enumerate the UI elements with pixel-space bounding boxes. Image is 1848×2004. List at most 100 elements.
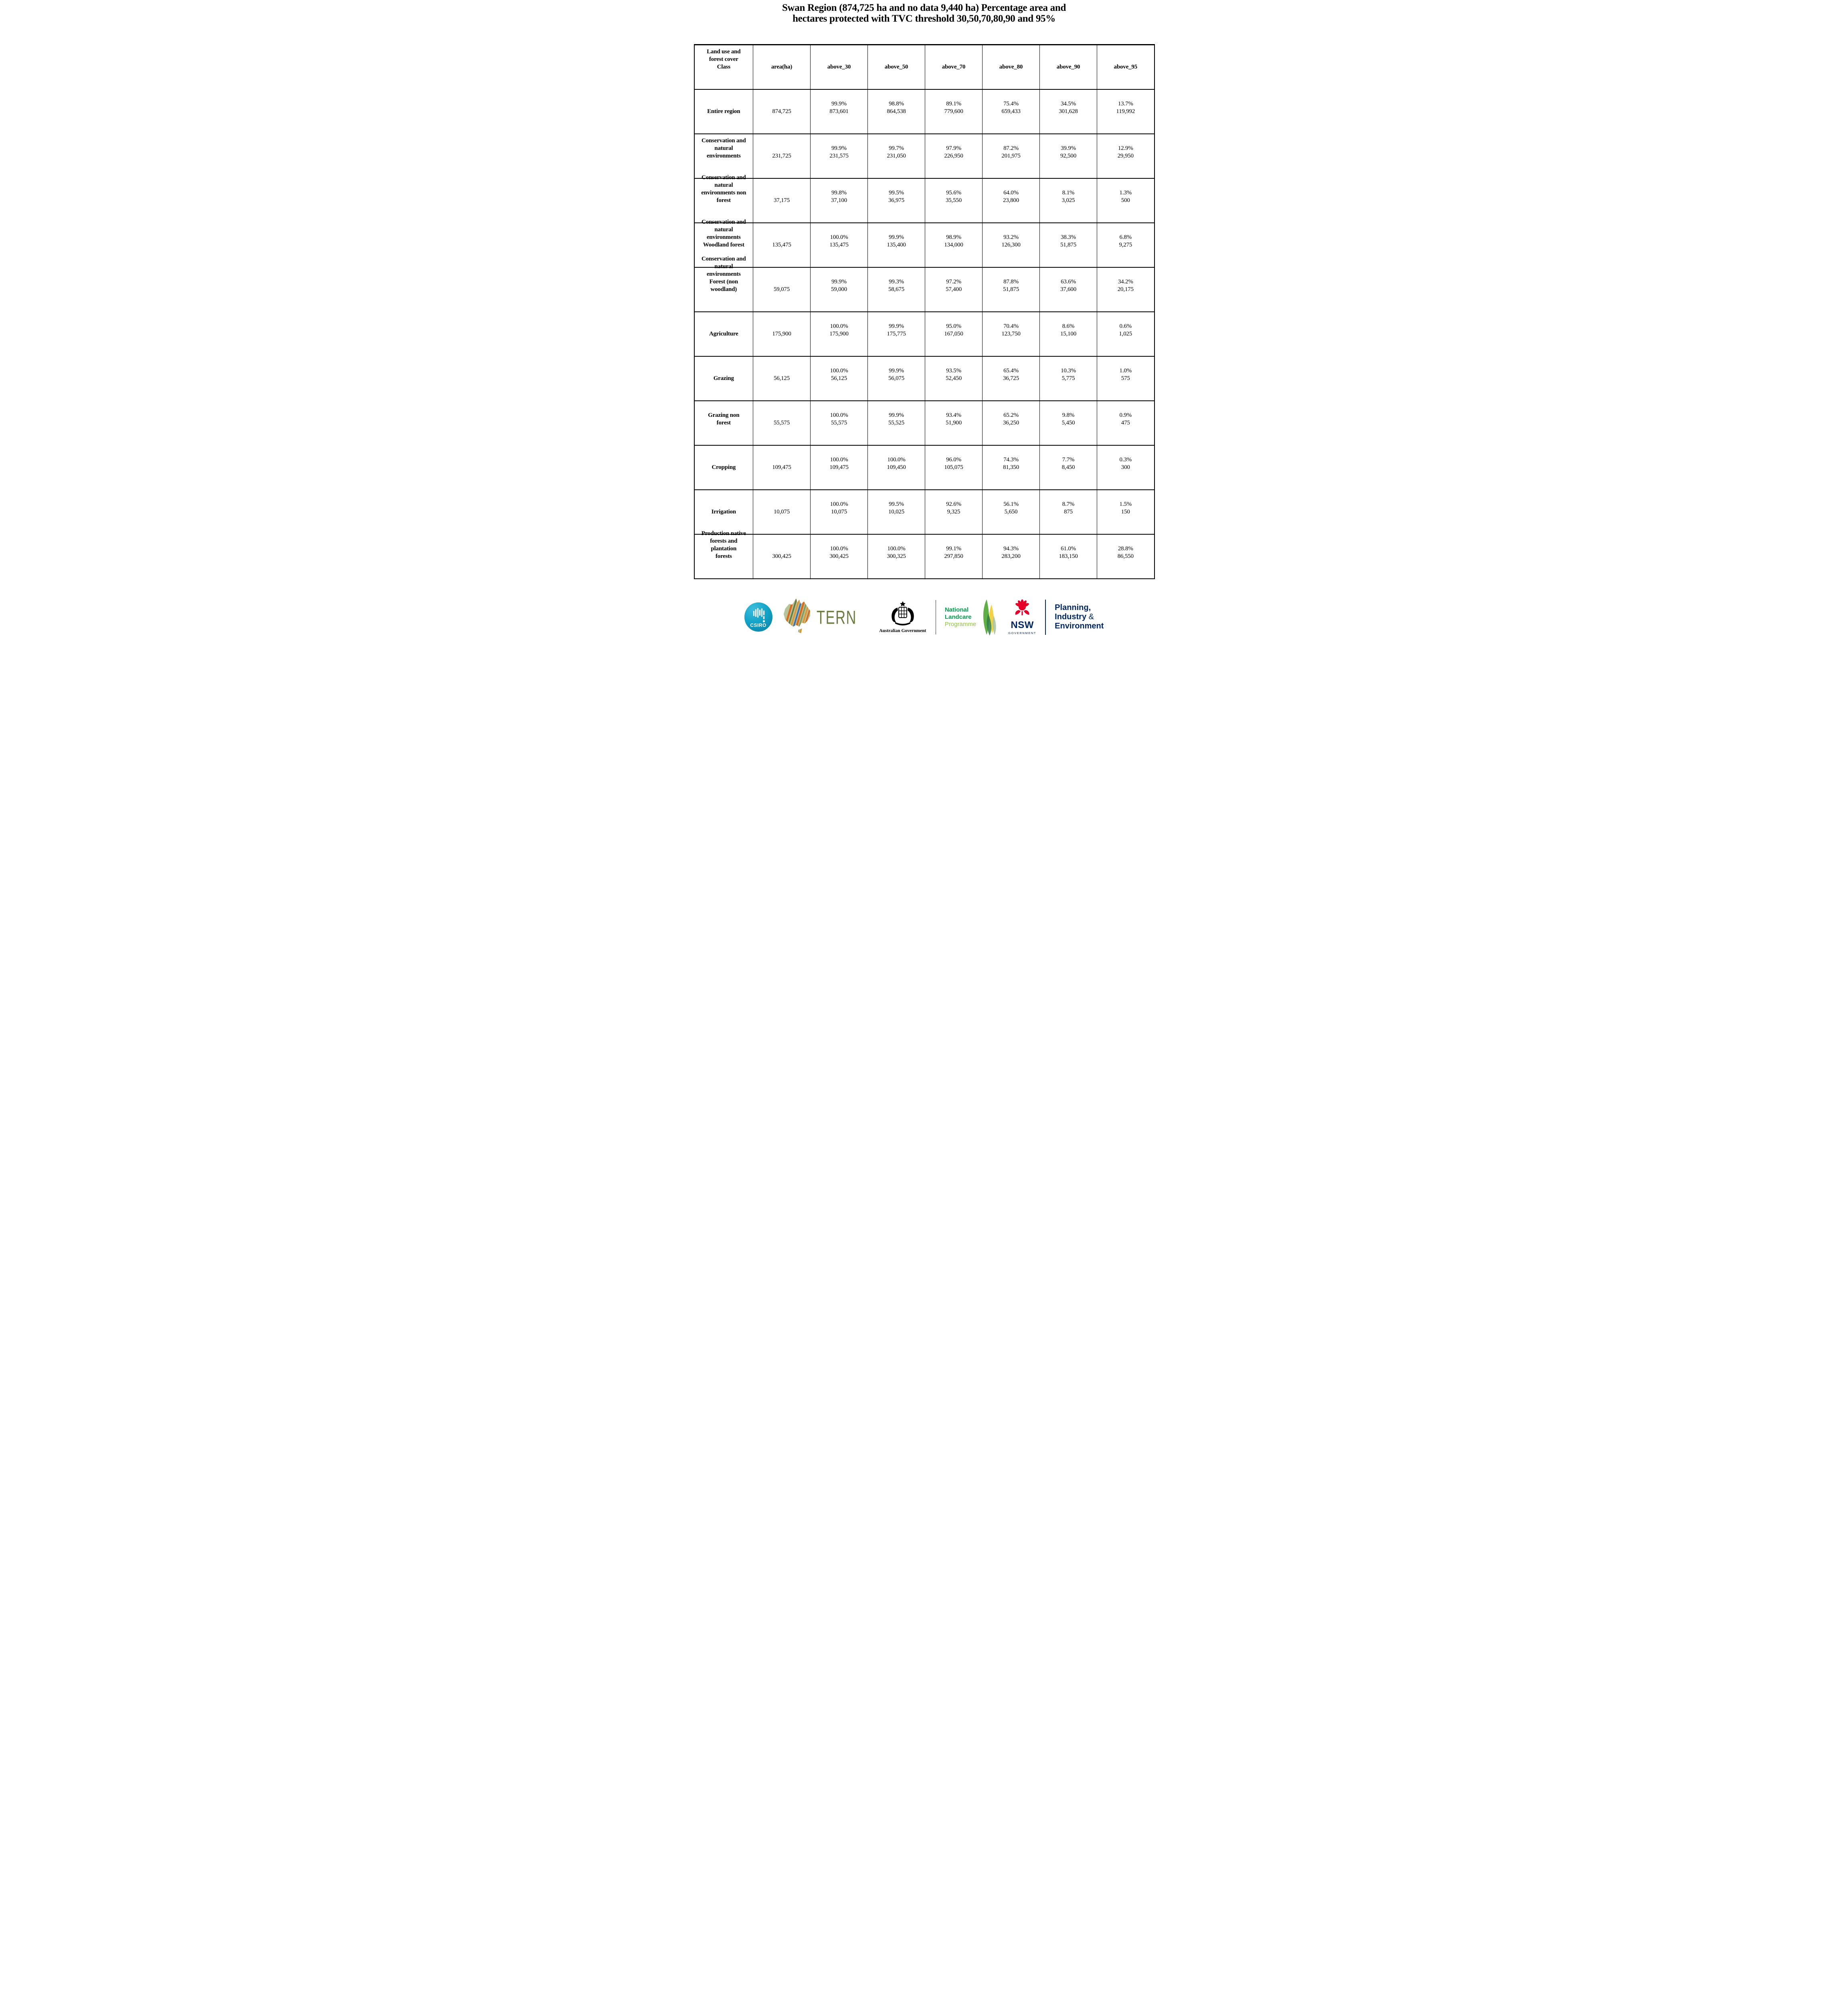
data-cell-threshold-1: 100.0% 109,450 [867, 444, 925, 490]
cell-text: 99.9% 135,400 [887, 234, 906, 248]
cell-text: 96.0% 105,075 [944, 456, 963, 471]
data-cell-threshold-3: 94.3% 283,200 [982, 533, 1040, 579]
row-label-cell: Agriculture [694, 311, 753, 356]
area-cell: 59,075 [753, 267, 811, 312]
header-cell-7: above_95 [1097, 44, 1154, 89]
table-row-2: Conservation and natural environments non f… [694, 174, 1154, 223]
cell-text: Entire region [707, 108, 740, 115]
cell-text: 99.9% 59,000 [831, 278, 847, 293]
cell-text: 99.9% 231,575 [829, 145, 849, 159]
data-cell-threshold-3: 65.2% 36,250 [982, 400, 1040, 445]
cell-text: 1.5% 150 [1119, 501, 1132, 515]
cell-text: 99.8% 37,100 [831, 189, 847, 204]
data-cell-threshold-4: 7.7% 8,450 [1039, 444, 1097, 490]
header-cell-6: above_90 [1039, 44, 1097, 89]
data-cell-threshold-3: 93.2% 126,300 [982, 222, 1040, 267]
cell-text: 93.5% 52,450 [945, 367, 962, 382]
csiro-icon: CSIRO [744, 602, 772, 632]
cell-text: 99.5% 36,975 [888, 189, 905, 204]
cell-text: 1.0% 575 [1119, 367, 1132, 382]
cell-text: 38.3% 51,875 [1060, 234, 1077, 248]
data-cell-threshold-4: 38.3% 51,875 [1039, 222, 1097, 267]
data-cell-threshold-2: 89.1% 779,600 [925, 89, 983, 134]
header-cell-3: above_50 [867, 44, 925, 89]
cell-text: 56.1% 5,650 [1003, 501, 1019, 515]
cell-text: above_80 [999, 63, 1023, 70]
cell-text: 65.4% 36,725 [1003, 367, 1019, 382]
cell-text: 99.9% 56,075 [888, 367, 905, 382]
cell-text: Cropping [712, 464, 736, 471]
data-cell-threshold-2: 99.1% 297,850 [925, 533, 983, 579]
cell-text: 99.7% 231,050 [887, 145, 906, 159]
cell-text: 93.4% 51,900 [945, 412, 962, 426]
landcare-label-line3: Programme [944, 620, 977, 628]
cell-text: 99.3% 58,675 [888, 278, 905, 293]
data-cell-threshold-2: 98.9% 134,000 [925, 222, 983, 267]
table-row-6: Grazing 56,125 100.0% 56,125 99.9% 56,075 93.5… [694, 356, 1154, 401]
cell-text: 6.8% 9,275 [1119, 234, 1132, 248]
header-cell-1: area(ha) [753, 44, 811, 89]
data-cell-threshold-2: 97.9% 226,950 [925, 133, 983, 178]
cell-text: 97.9% 226,950 [944, 145, 963, 159]
cell-text: Production native forests and plantation fo… [701, 530, 746, 560]
cell-text: 10,075 [773, 508, 790, 515]
cell-text: above_50 [884, 63, 908, 70]
cell-text: 8.7% 875 [1062, 501, 1075, 515]
cell-text: 63.6% 37,600 [1060, 278, 1077, 293]
cell-text: 100.0% 109,475 [829, 456, 849, 471]
cell-text: 135,475 [772, 241, 791, 248]
cell-text: 8.6% 15,100 [1060, 323, 1077, 337]
data-cell-threshold-1: 99.9% 135,400 [867, 222, 925, 267]
cell-text: Irrigation [711, 508, 736, 515]
data-cell-threshold-3: 75.4% 659,433 [982, 89, 1040, 134]
cell-text: 100.0% 135,475 [829, 234, 849, 248]
area-cell: 175,900 [753, 311, 811, 356]
landcare-label-line1: National [944, 606, 968, 613]
table-row-1: Conservation and natural environments 231,7… [694, 133, 1154, 178]
data-cell-threshold-5: 1.0% 575 [1097, 356, 1154, 401]
data-cell-threshold-5: 34.2% 20,175 [1097, 267, 1154, 312]
data-cell-threshold-4: 8.6% 15,100 [1039, 311, 1097, 356]
data-cell-threshold-5: 1.3% 500 [1097, 178, 1154, 223]
data-cell-threshold-4: 39.9% 92,500 [1039, 133, 1097, 178]
data-cell-threshold-0: 99.9% 873,601 [810, 89, 868, 134]
table-row-5: Agriculture 175,900 100.0% 175,900 99.9% 175,… [694, 311, 1154, 356]
cell-text: 99.1% 297,850 [944, 545, 963, 560]
tvc-protection-table: Land use and forest cover Class area(ha) abo… [694, 44, 1155, 579]
waratah-icon [1015, 599, 1029, 615]
cell-text: 100.0% 55,575 [830, 412, 848, 426]
row-label-cell: Grazing non forest [694, 400, 753, 445]
cell-text: Conservation and natural environments [701, 137, 746, 159]
cell-text: 95.6% 35,550 [945, 189, 962, 204]
data-cell-threshold-2: 92.6% 9,325 [925, 489, 983, 534]
cell-text: Conservation and natural environments Woodl… [701, 218, 746, 248]
header-cell-4: above_70 [925, 44, 983, 89]
data-cell-threshold-2: 97.2% 57,400 [925, 267, 983, 312]
tern-australia-map-icon [783, 598, 810, 633]
data-cell-threshold-1: 99.7% 231,050 [867, 133, 925, 178]
nsw-label: NSW [1011, 620, 1034, 630]
cell-text: 0.3% 300 [1119, 456, 1132, 471]
cell-text: 89.1% 779,600 [944, 100, 963, 115]
data-cell-threshold-0: 100.0% 300,425 [810, 533, 868, 579]
cell-text: 99.5% 10,025 [888, 501, 905, 515]
cell-text: 97.2% 57,400 [945, 278, 962, 293]
row-label-cell: Conservation and natural environments [694, 133, 753, 178]
cell-text: 75.4% 659,433 [1001, 100, 1021, 115]
landcare-label-line2: Landcare [944, 613, 972, 620]
area-cell: 109,475 [753, 444, 811, 490]
nsw-government-logo: NSW GOVERNMENT [1008, 599, 1036, 635]
area-cell: 10,075 [753, 489, 811, 534]
ampersand: & [1088, 612, 1094, 621]
page-title-line2: hectares protected with TVC threshold 30… [793, 13, 1055, 24]
cell-text: 64.0% 23,800 [1003, 189, 1019, 204]
data-cell-threshold-4: 8.1% 3,025 [1039, 178, 1097, 223]
cell-text: 92.6% 9,325 [946, 501, 961, 515]
data-cell-threshold-0: 100.0% 56,125 [810, 356, 868, 401]
data-cell-threshold-2: 96.0% 105,075 [925, 444, 983, 490]
cell-text: 100.0% 300,425 [829, 545, 849, 560]
cell-text: 59,075 [773, 286, 790, 293]
cell-text: 34.5% 301,628 [1059, 100, 1078, 115]
data-cell-threshold-1: 99.5% 36,975 [867, 178, 925, 223]
row-label-cell: Production native forests and plantation fo… [694, 530, 753, 579]
